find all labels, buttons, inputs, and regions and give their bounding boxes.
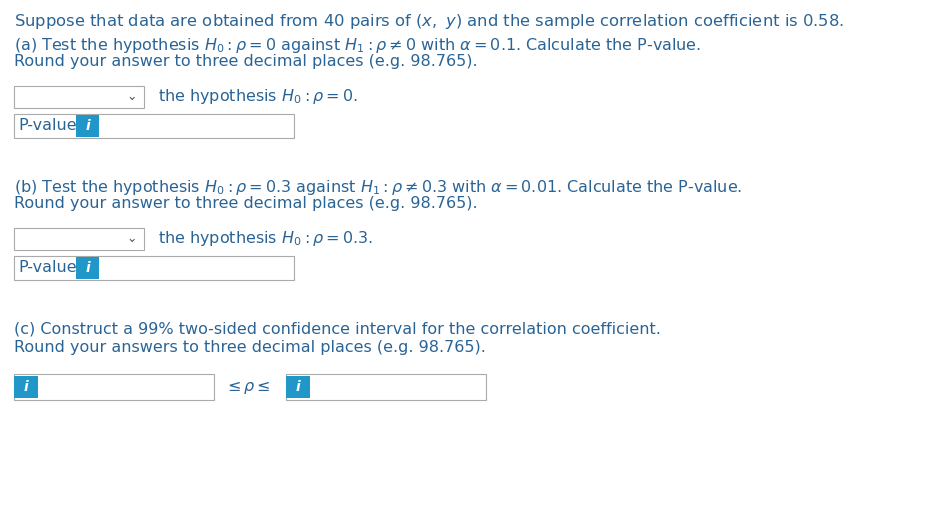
- Text: ⌄: ⌄: [126, 90, 136, 103]
- Text: Round your answer to three decimal places (e.g. 98.765).: Round your answer to three decimal place…: [14, 54, 478, 69]
- Text: the hypothesis $H_0:\rho = 0$.: the hypothesis $H_0:\rho = 0$.: [158, 88, 358, 107]
- Text: i: i: [85, 261, 90, 275]
- Bar: [14, 114, 294, 138]
- Text: i: i: [85, 119, 90, 133]
- Text: Suppose that data are obtained from 40 pairs of $(x,\ y)$ and the sample correla: Suppose that data are obtained from 40 p…: [14, 12, 845, 31]
- Text: P-value=: P-value=: [18, 118, 90, 134]
- Text: i: i: [295, 380, 300, 394]
- Bar: [14, 376, 38, 398]
- Text: the hypothesis $H_0:\rho = 0.3$.: the hypothesis $H_0:\rho = 0.3$.: [158, 230, 373, 249]
- Bar: [286, 376, 310, 398]
- Text: Round your answer to three decimal places (e.g. 98.765).: Round your answer to three decimal place…: [14, 196, 478, 211]
- Bar: [14, 374, 214, 400]
- Bar: [14, 228, 144, 250]
- Text: $\leq \rho \leq$: $\leq \rho \leq$: [224, 379, 270, 395]
- Text: (b) Test the hypothesis $H_0:\rho = 0.3$ against $H_1:\rho \neq 0.3$ with $\alph: (b) Test the hypothesis $H_0:\rho = 0.3$…: [14, 178, 743, 197]
- Text: P-value=: P-value=: [18, 260, 90, 276]
- Bar: [76, 257, 99, 279]
- Bar: [76, 115, 99, 137]
- Text: ⌄: ⌄: [126, 232, 136, 246]
- Text: i: i: [24, 380, 29, 394]
- Text: (a) Test the hypothesis $H_0:\rho = 0$ against $H_1:\rho \neq 0$ with $\alpha = : (a) Test the hypothesis $H_0:\rho = 0$ a…: [14, 36, 701, 55]
- Bar: [286, 374, 486, 400]
- Text: Round your answers to three decimal places (e.g. 98.765).: Round your answers to three decimal plac…: [14, 340, 486, 355]
- Text: (c) Construct a 99% two-sided confidence interval for the correlation coefficien: (c) Construct a 99% two-sided confidence…: [14, 322, 661, 337]
- Bar: [14, 256, 294, 280]
- Bar: [14, 86, 144, 108]
